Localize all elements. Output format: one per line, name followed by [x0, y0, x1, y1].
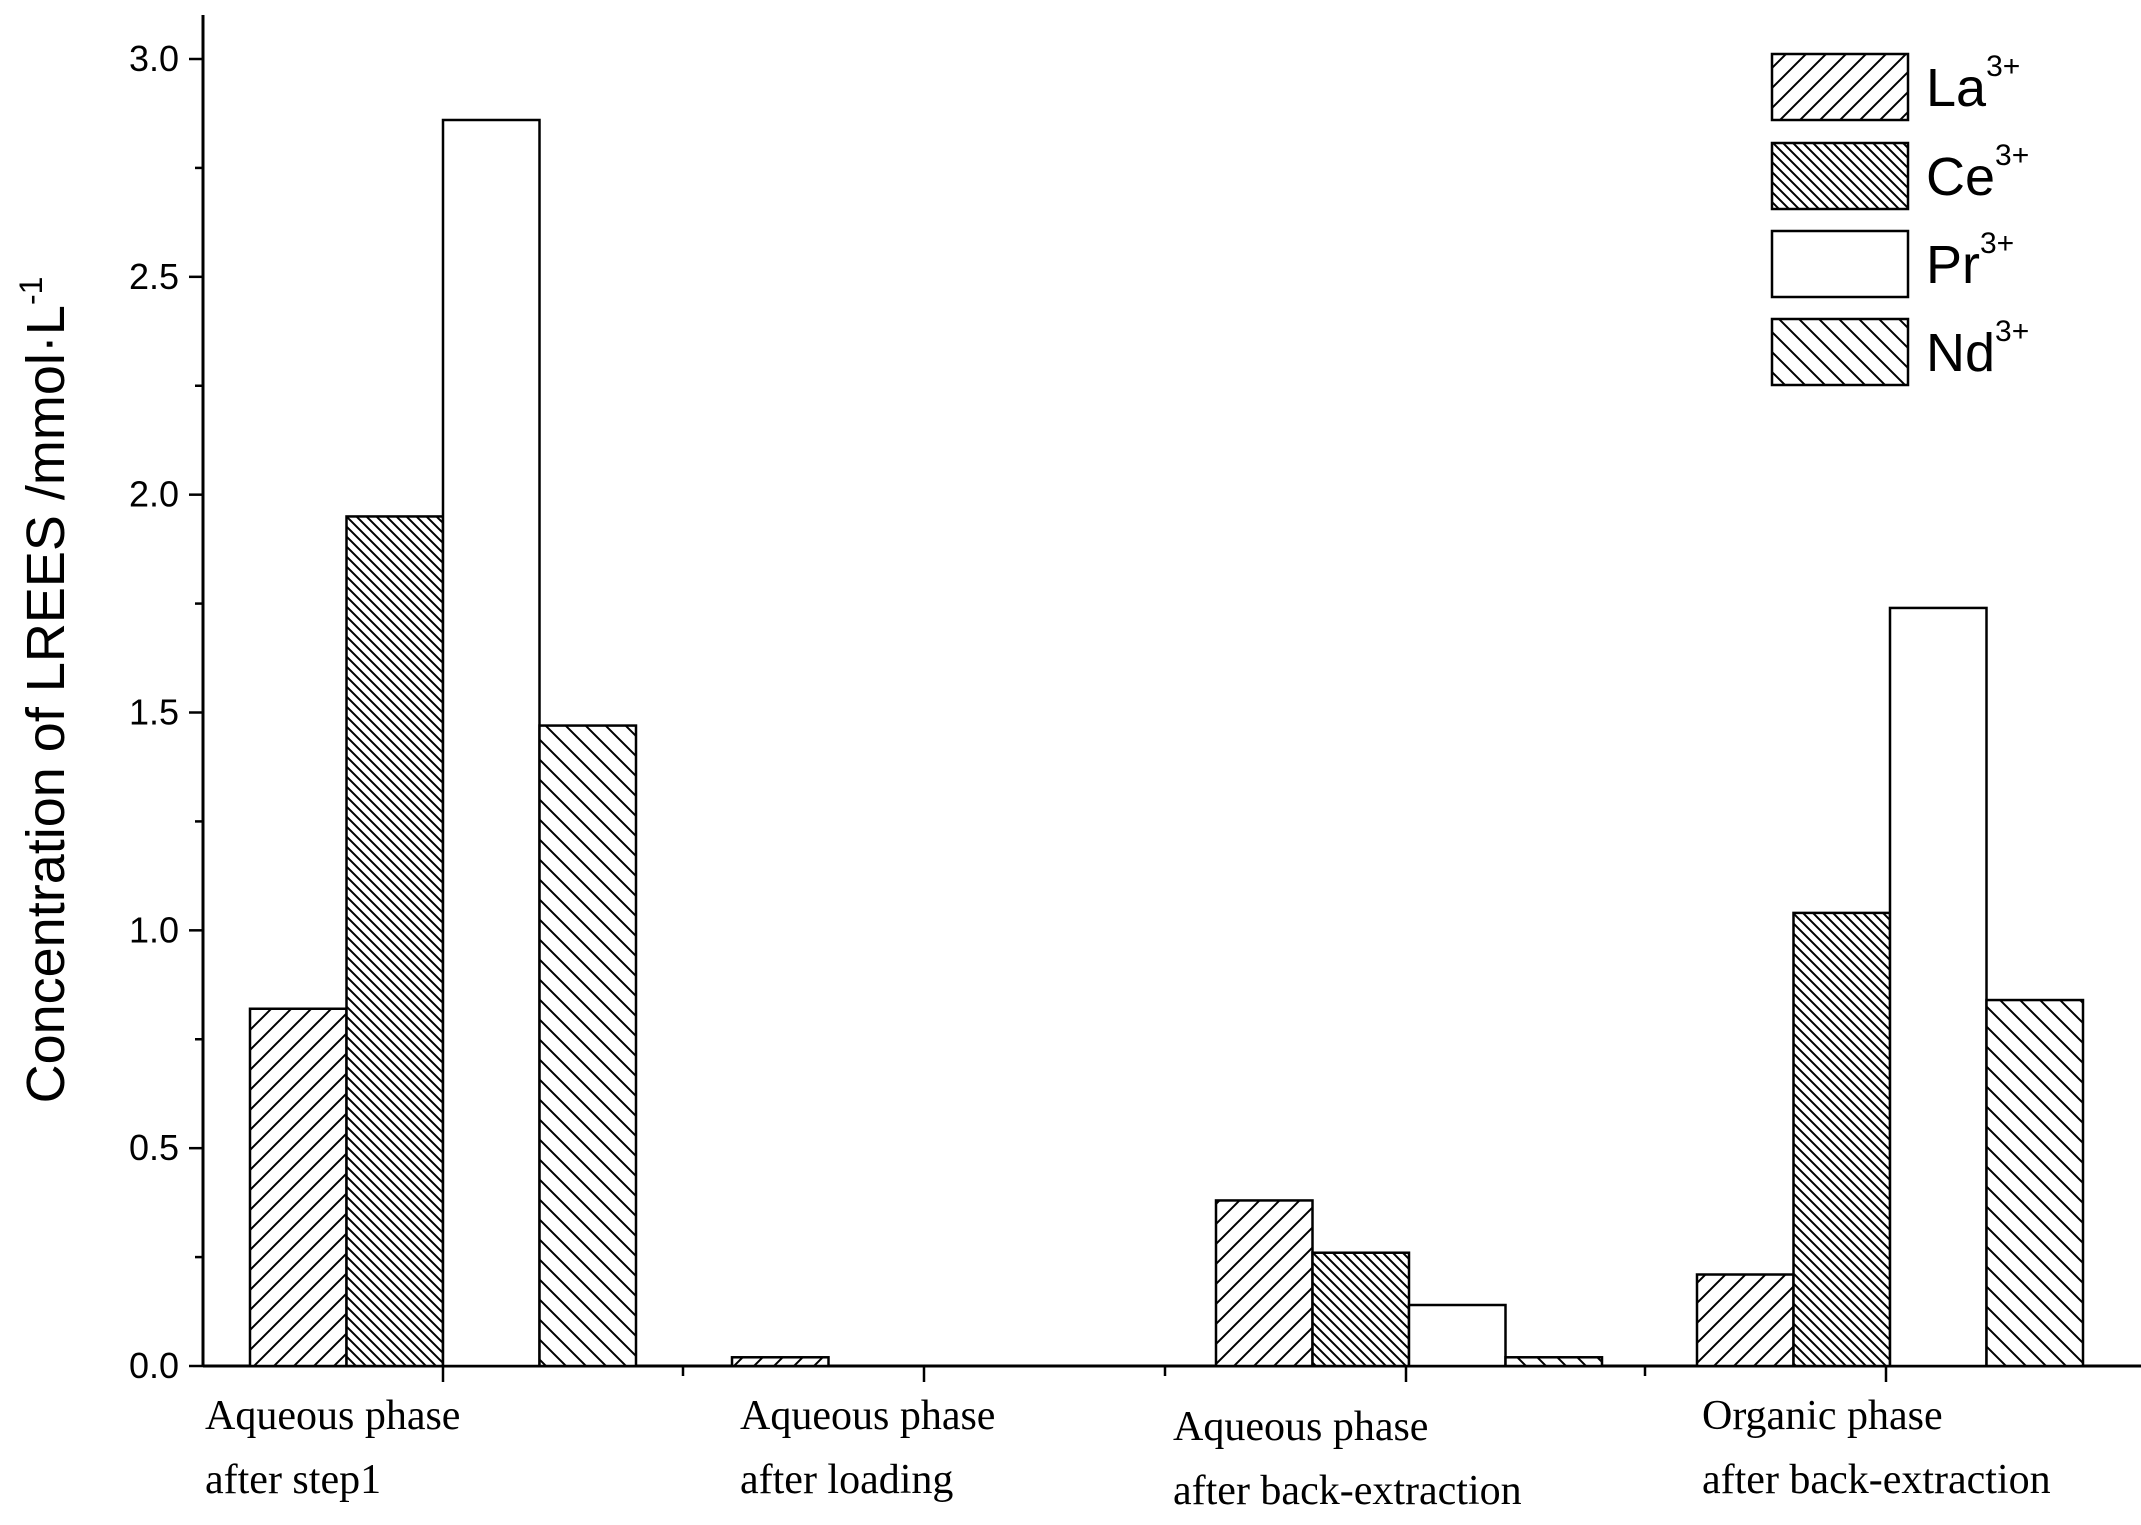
bar-la — [248, 1007, 348, 1368]
bar-la — [1214, 1199, 1314, 1368]
legend-label-la: La3+ — [1926, 50, 2020, 118]
y-tick-label: 1.5 — [129, 692, 179, 733]
y-axis-title: Concentration of LREES /mmol·L-1 — [13, 277, 76, 1104]
x-category-label: Aqueous phase after step1 — [205, 1393, 460, 1503]
y-tick-label: 2.5 — [129, 256, 179, 297]
legend-swatch-la — [1770, 52, 1910, 122]
legend-swatch-pr — [1770, 229, 1910, 299]
y-tick-label: 3.0 — [129, 38, 179, 79]
legend: La3+ Ce3+ Pr3+ Nd3+ — [1770, 50, 2029, 387]
bar-ce — [345, 515, 445, 1368]
legend-label-ce: Ce3+ — [1926, 139, 2029, 207]
legend-label-pr: Pr3+ — [1926, 227, 2014, 295]
legend-label-nd: Nd3+ — [1926, 315, 2029, 383]
bar-la — [730, 1356, 830, 1368]
x-category-label: Aqueous phase after loading — [740, 1393, 995, 1503]
y-tick-label: 2.0 — [129, 474, 179, 515]
y-tick-label: 0.5 — [129, 1127, 179, 1168]
legend-swatch-ce — [1770, 141, 1910, 211]
y-tick-label: 0.0 — [129, 1345, 179, 1386]
bar-ce — [1792, 911, 1892, 1368]
bar-ce — [1311, 1251, 1411, 1368]
axis-labels: 0.0 0.5 1.0 1.5 2.0 2.5 3.0 Concentration of LR… — [13, 38, 2051, 1514]
bar-nd — [1504, 1356, 1604, 1368]
bar-pr — [1888, 606, 1988, 1368]
bar-pr — [441, 118, 541, 1368]
bars — [248, 118, 2085, 1368]
x-category-label: Organic phase after back-extraction — [1702, 1393, 2051, 1503]
x-category-label: Aqueous phase after back-extraction — [1173, 1404, 1522, 1514]
bar-nd — [1985, 998, 2085, 1368]
bar-nd — [538, 724, 638, 1368]
bar-la — [1695, 1273, 1795, 1368]
y-tick-label: 1.0 — [129, 909, 179, 950]
legend-swatch-nd — [1770, 317, 1910, 387]
bar-pr — [1407, 1303, 1507, 1368]
